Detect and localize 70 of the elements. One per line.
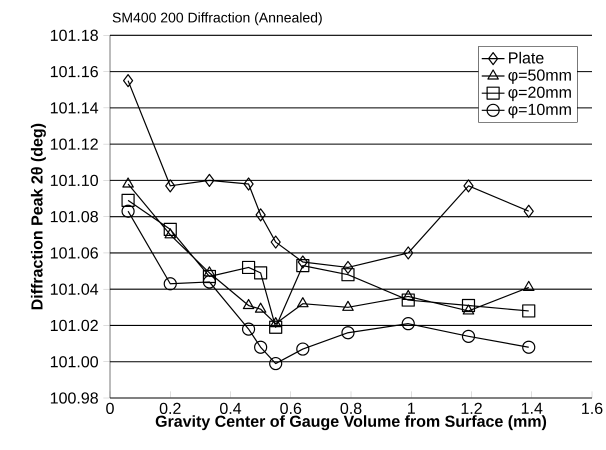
x-tick-label: 1.2: [462, 402, 482, 414]
point: [254, 302, 266, 313]
point: [269, 320, 282, 334]
legend-label: φ=20mm: [508, 86, 571, 102]
point: [402, 290, 414, 300]
point: [462, 330, 476, 343]
point: [254, 340, 268, 354]
point: [204, 266, 216, 276]
point: [242, 322, 256, 336]
x-tick-label: 1.4: [522, 402, 542, 414]
point: [342, 300, 354, 311]
point: [254, 266, 268, 280]
point: [402, 293, 415, 307]
y-tick-label: 101.12: [50, 138, 98, 150]
point: [296, 342, 310, 356]
legend-label: Plate: [509, 52, 544, 64]
point: [524, 204, 534, 218]
point: [270, 235, 281, 249]
point: [522, 280, 535, 291]
point: [242, 260, 256, 274]
point: [342, 260, 354, 274]
y-axis-title: Diffraction Peak 2θ (deg): [30, 124, 46, 310]
point: [121, 204, 135, 218]
y-tick-label: 100.98: [50, 392, 98, 404]
legend-label: φ=50mm: [508, 69, 571, 84]
y-tick-label: 101.10: [50, 174, 98, 186]
x-tick-label: 0: [106, 402, 114, 414]
point: [402, 317, 415, 330]
x-tick-label: 1.6: [582, 402, 602, 414]
point: [270, 317, 282, 328]
point: [341, 326, 355, 340]
point: [121, 194, 135, 207]
point: [164, 222, 177, 236]
point: [462, 298, 476, 312]
point: [256, 208, 266, 222]
y-tick-label: 101.18: [50, 30, 98, 41]
point: [462, 304, 474, 315]
y-tick-label: 101.14: [50, 102, 98, 114]
x-axis-title: Gravity Center of Gauge Volume from Surface (mm): [156, 415, 546, 430]
point: [341, 268, 355, 282]
x-tick-label: 0.2: [160, 402, 181, 414]
point: [164, 277, 177, 290]
y-tick-label: 101.16: [50, 66, 98, 78]
legend-label: φ=10mm: [508, 104, 571, 118]
x-tick-label: 0.6: [280, 402, 302, 414]
y-tick-label: 101.06: [50, 247, 98, 259]
point: [164, 228, 176, 238]
y-tick-label: 101.02: [50, 320, 98, 332]
point: [204, 174, 215, 187]
x-tick-label: 1: [408, 402, 415, 414]
point: [296, 259, 310, 272]
y-tick-label: 101.04: [50, 284, 98, 295]
x-tick-label: 0.4: [220, 402, 242, 414]
point: [165, 179, 176, 192]
point: [122, 177, 134, 188]
y-tick-label: 101.00: [50, 356, 98, 368]
chart-title: SM400 200 Diffraction (Annealed): [112, 12, 322, 26]
point: [463, 179, 474, 192]
point: [242, 298, 254, 310]
point: [122, 74, 134, 88]
point: [202, 270, 216, 284]
point: [522, 340, 536, 354]
x-tick-label: 0.8: [340, 402, 362, 414]
point: [522, 304, 536, 318]
point: [297, 297, 309, 308]
point: [298, 255, 308, 269]
point: [269, 356, 282, 370]
y-tick-label: 101.08: [50, 211, 98, 222]
point: [403, 246, 414, 260]
point: [243, 177, 254, 191]
